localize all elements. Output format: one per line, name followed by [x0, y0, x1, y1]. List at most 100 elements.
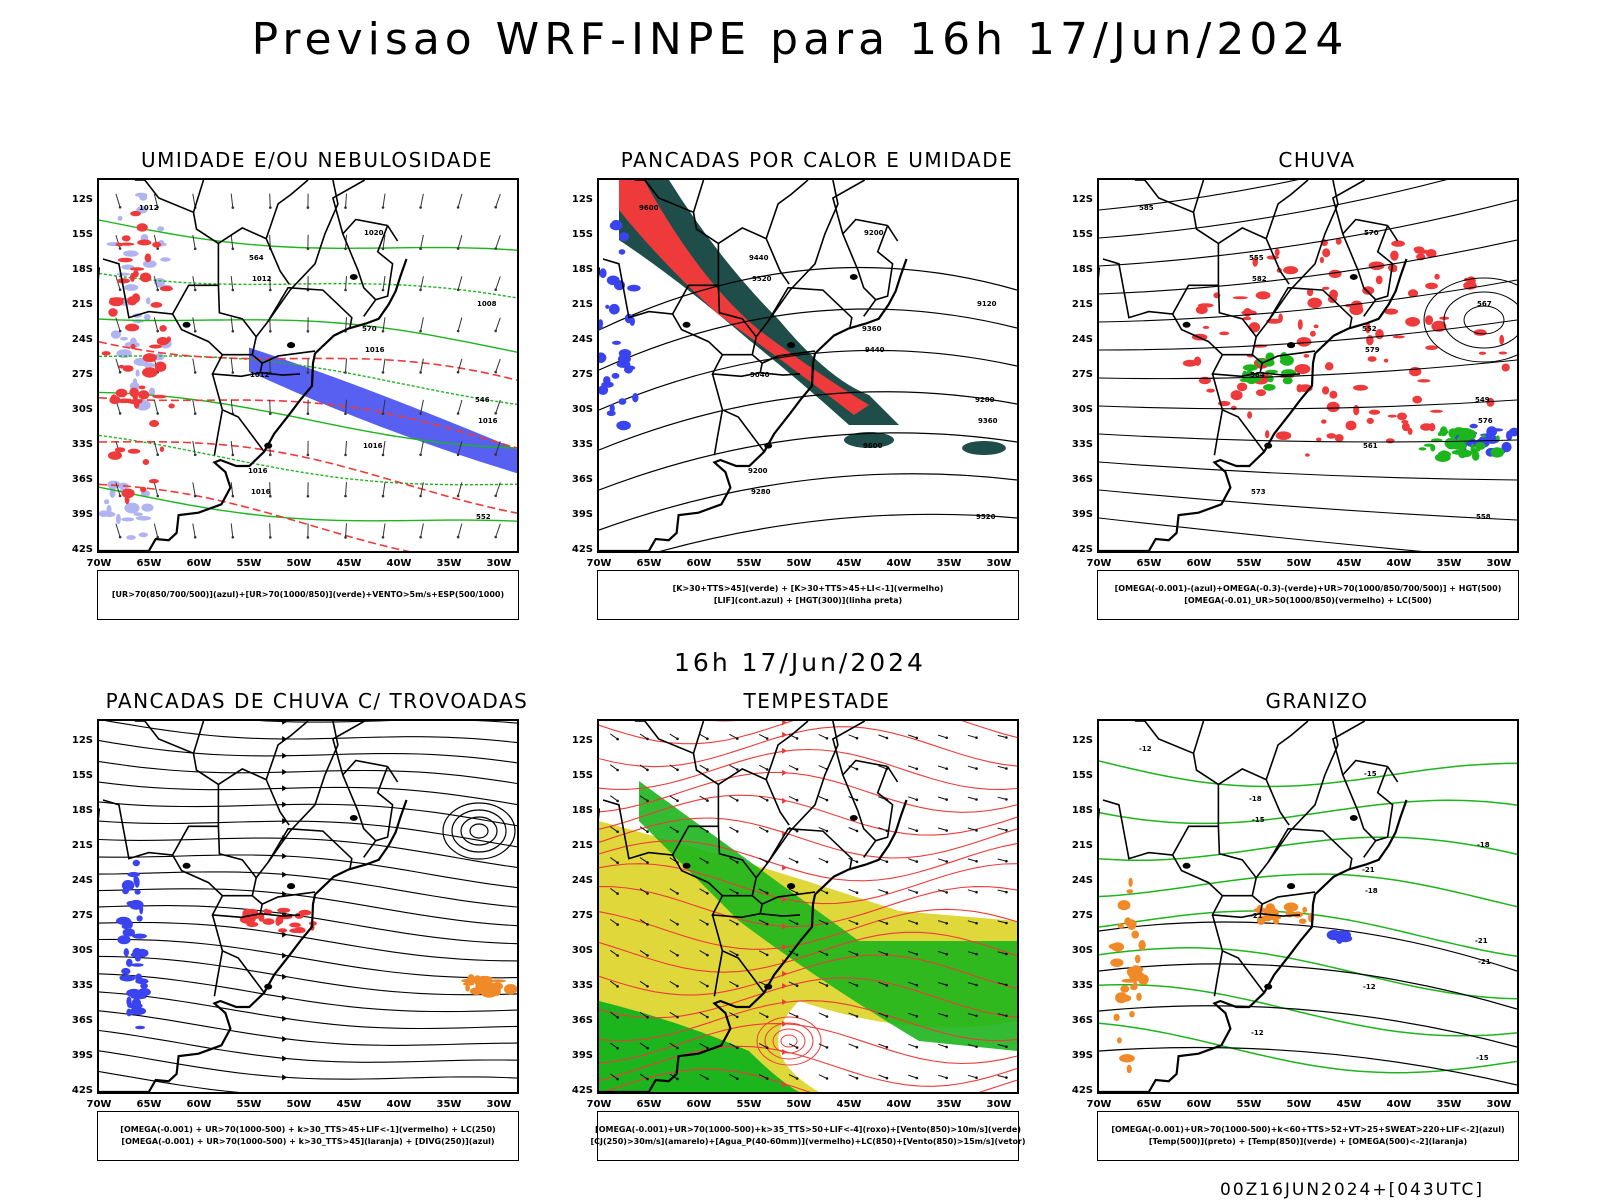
wind-vector [669, 1042, 678, 1049]
contour-labels: 9600 9520 9440 9360 9280 9200 9120 9040 9600 9520… [639, 204, 998, 521]
wind-vector-head [456, 453, 460, 457]
wind-vector-head [616, 923, 619, 926]
contour-label: 9280 [975, 396, 995, 404]
latitude-label: 39S [571, 1050, 593, 1061]
height-contour [659, 513, 1017, 551]
latitude-label: 15S [1071, 229, 1093, 240]
political-border [713, 950, 724, 997]
wind-vector [420, 358, 424, 373]
streamline-850-arrow [782, 943, 788, 950]
political-border [863, 299, 877, 317]
thunderstorm-area [262, 918, 275, 925]
wind-vector [967, 1043, 977, 1048]
wind-vector-head [706, 830, 709, 833]
divergence-area [134, 876, 140, 888]
wind-vector-head [706, 984, 709, 988]
moisture-dot [144, 253, 152, 263]
rain-patch [1365, 322, 1371, 334]
wind-vector [818, 857, 828, 863]
contour-label: 549 [1475, 396, 1490, 404]
thunderstorm-area [275, 916, 281, 926]
temp500-contour [1099, 1046, 1517, 1086]
political-border [1341, 218, 1394, 301]
latitude-label: 18S [571, 805, 593, 816]
wind-vector [192, 317, 196, 332]
rain-patch [1414, 249, 1430, 254]
political-border [217, 226, 290, 285]
wind-vector-head [795, 922, 799, 926]
panel-title: PANCADAS POR CALOR E UMIDADE [620, 148, 1014, 172]
latitude-label: 21S [1071, 299, 1093, 310]
wind-vector [848, 950, 858, 956]
rain-patch [1265, 430, 1270, 439]
wind-vector-head [825, 1015, 829, 1018]
wind-vector [758, 919, 768, 925]
wind-vector-head [118, 535, 122, 539]
longitude-label: 45W [836, 1099, 862, 1110]
wind-vector [639, 888, 648, 894]
political-border [886, 766, 899, 783]
rain-patch [1202, 325, 1210, 329]
map-canvas: 585 582 579 576 573 570 567 564 561 558 555 552 549 [1099, 180, 1517, 551]
divergence-area [119, 974, 135, 982]
wind-vector-head [118, 494, 122, 498]
wind-vector [382, 523, 386, 538]
wind-vector-head [344, 453, 347, 457]
omega-area [1111, 942, 1125, 952]
thunderstorm-orange [477, 975, 493, 981]
omega-area [1117, 900, 1131, 911]
contour-label: 9520 [752, 275, 772, 283]
wind-vector-head [616, 1077, 619, 1081]
political-border [1386, 766, 1399, 783]
political-border [1211, 914, 1265, 994]
contour-label: 1016 [365, 346, 385, 354]
streamline [99, 1029, 517, 1063]
longitude-label: 40W [386, 1099, 412, 1110]
wind-vector-head [676, 1015, 679, 1019]
lifted-index-contour [605, 304, 610, 309]
political-border [671, 826, 758, 897]
omega-area [1273, 918, 1280, 925]
wind-vector-head [269, 206, 272, 209]
map-frame [97, 719, 519, 1094]
latitude-label: 21S [1071, 840, 1093, 851]
longitude-label: 35W [1436, 558, 1462, 569]
wind-vector-head [494, 535, 498, 539]
streamline-850 [599, 840, 1017, 882]
political-border [261, 891, 316, 905]
green-contour [99, 391, 517, 449]
political-border [267, 180, 339, 322]
wind-vector [457, 193, 463, 208]
moisture-dot [140, 486, 147, 493]
rain-blue [1506, 430, 1513, 441]
wind-vector [230, 358, 234, 373]
omega-area [1117, 923, 1124, 929]
latitude-label: 12S [571, 735, 593, 746]
height-contour [1099, 461, 1517, 481]
wind-vector [610, 764, 618, 771]
lake [1287, 342, 1296, 349]
longitude-label: 35W [936, 558, 962, 569]
humidity-patch [116, 272, 130, 276]
wind-vector [997, 734, 1007, 738]
wind-vector-head [855, 829, 859, 833]
wind-vector [345, 399, 347, 414]
wind-vector [420, 440, 424, 455]
latitude-label: 39S [71, 509, 93, 520]
latitude-label: 27S [571, 910, 593, 921]
longitude-label: 70W [86, 558, 112, 569]
lake [182, 321, 191, 328]
latitude-label: 24S [571, 334, 593, 345]
lifted-index-contour [599, 385, 609, 395]
divergence-area [134, 889, 141, 895]
longitude-label: 40W [886, 558, 912, 569]
vortex-streamline [460, 816, 498, 846]
political-border [267, 721, 339, 863]
wind-vector-head [885, 1045, 889, 1049]
streamline-850-arrow [782, 923, 788, 930]
latitude-label: 33S [71, 439, 93, 450]
latitude-label: 33S [1071, 439, 1093, 450]
anticyclone-contour [1423, 277, 1517, 363]
coastline [99, 799, 408, 1092]
wind-vector-head [736, 984, 739, 988]
